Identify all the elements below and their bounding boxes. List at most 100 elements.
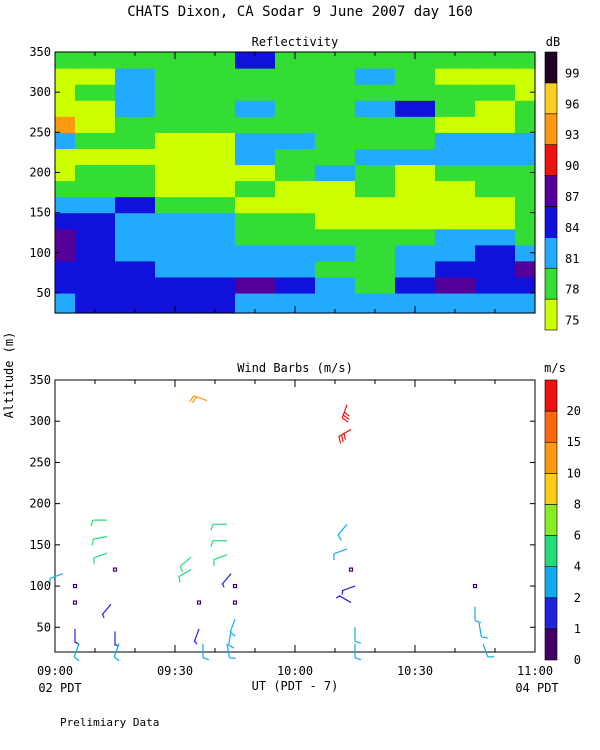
heatmap-cell bbox=[355, 116, 396, 133]
heatmap-cell bbox=[55, 196, 76, 214]
heatmap-cell bbox=[235, 260, 276, 278]
heatmap-cell bbox=[275, 244, 316, 262]
heatmap-cell bbox=[395, 132, 436, 149]
wind-barb bbox=[232, 583, 238, 589]
heatmap-cell bbox=[435, 276, 476, 294]
heatmap-cell bbox=[155, 116, 196, 133]
barb-staff bbox=[229, 618, 236, 633]
wind-barbs-frame bbox=[54, 379, 536, 653]
heatmap-cell bbox=[395, 84, 436, 101]
heatmap-cell bbox=[515, 244, 536, 262]
right-time-sublabel: 04 PDT bbox=[515, 681, 558, 695]
wind-barb bbox=[72, 583, 78, 589]
colorbar-label: 20 bbox=[567, 404, 581, 418]
barb-feather bbox=[73, 656, 80, 662]
colorbar-swatch bbox=[544, 113, 558, 145]
barb-staff bbox=[226, 643, 231, 658]
heatmap-cell bbox=[275, 196, 316, 214]
heatmap-cell bbox=[75, 84, 116, 101]
x-tick-label: 09:00 bbox=[37, 664, 73, 678]
y-tick-label: 350 bbox=[29, 373, 51, 387]
heatmap-cell bbox=[435, 84, 476, 101]
heatmap-cell bbox=[275, 100, 316, 117]
colorbar-label: 93 bbox=[565, 128, 579, 142]
heatmap-cell bbox=[55, 276, 76, 294]
heatmap-cell bbox=[315, 84, 356, 101]
heatmap-cell bbox=[55, 52, 76, 69]
heatmap-cell bbox=[115, 84, 156, 101]
wind-y-axis: 50 100 150 200 250 300 350 bbox=[29, 373, 535, 634]
barb-feather bbox=[341, 417, 349, 423]
barb-feather bbox=[113, 656, 120, 662]
heatmap-cell bbox=[195, 132, 236, 149]
heatmap-cell bbox=[355, 276, 396, 294]
y-tick-label: 200 bbox=[29, 497, 51, 511]
heatmap-cell bbox=[235, 164, 276, 182]
heatmap-cell bbox=[355, 84, 396, 101]
altitude-axis-label: Altitude (m) bbox=[2, 332, 16, 419]
barb-feather bbox=[74, 641, 79, 645]
wind-barb bbox=[341, 585, 356, 595]
heatmap-cell bbox=[275, 180, 316, 198]
heatmap-cell bbox=[75, 132, 116, 149]
heatmap-cell bbox=[235, 132, 276, 149]
heatmap-cell bbox=[515, 148, 536, 166]
reflectivity-x-axis bbox=[54, 52, 536, 313]
heatmap-cell bbox=[155, 212, 196, 230]
barb-feather bbox=[189, 395, 195, 403]
wind-barb bbox=[338, 428, 352, 444]
y-tick-label: 300 bbox=[29, 85, 51, 99]
heatmap-cell bbox=[235, 276, 276, 294]
wind-barb bbox=[210, 540, 227, 547]
heatmap-cell bbox=[195, 260, 236, 278]
heatmap-cell bbox=[275, 260, 316, 278]
wind-barb bbox=[472, 583, 478, 589]
heatmap-cell bbox=[435, 52, 476, 69]
heatmap-cell bbox=[155, 164, 196, 182]
barb-staff bbox=[338, 595, 352, 604]
heatmap-cell bbox=[395, 276, 436, 294]
colorbar-label: 2 bbox=[574, 591, 581, 605]
heatmap-cell bbox=[55, 260, 76, 278]
colorbar-label: 78 bbox=[565, 283, 579, 297]
wind-barb bbox=[232, 600, 238, 605]
heatmap-cell bbox=[475, 52, 516, 69]
heatmap-cell bbox=[55, 292, 76, 314]
heatmap-cell bbox=[275, 228, 316, 246]
wind-barb bbox=[474, 606, 482, 624]
heatmap-cell bbox=[435, 164, 476, 182]
heatmap-cell bbox=[515, 260, 536, 278]
barb-staff bbox=[482, 643, 489, 658]
heatmap-cell bbox=[515, 116, 536, 133]
wind-barb bbox=[193, 628, 200, 645]
heatmap-cell bbox=[115, 132, 156, 149]
wind-barb bbox=[227, 631, 235, 649]
colorbar-swatch bbox=[544, 267, 558, 300]
y-tick-label: 350 bbox=[29, 45, 51, 59]
heatmap-cell bbox=[115, 68, 156, 85]
heatmap-cell bbox=[55, 212, 76, 230]
reflectivity-title: Reflectivity bbox=[252, 35, 339, 49]
heatmap-cell bbox=[195, 244, 236, 262]
barb-feather bbox=[229, 656, 236, 660]
calm-marker bbox=[72, 600, 78, 605]
heatmap-cell bbox=[435, 68, 476, 85]
colorbar-swatch bbox=[544, 144, 558, 176]
y-tick-label: 150 bbox=[29, 206, 51, 220]
heatmap-cell bbox=[395, 148, 436, 166]
calm-marker bbox=[348, 567, 354, 572]
reflectivity-heatmap bbox=[55, 52, 536, 314]
heatmap-cell bbox=[355, 148, 396, 166]
heatmap-cell bbox=[155, 84, 196, 101]
heatmap-cell bbox=[195, 212, 236, 230]
heatmap-cell bbox=[435, 196, 476, 214]
heatmap-cell bbox=[55, 100, 76, 117]
x-tick-label: 10:00 bbox=[277, 664, 313, 678]
barb-feather bbox=[343, 433, 346, 440]
reflectivity-colorbar: 75 78 81 84 87 90 93 96 99 bbox=[544, 51, 579, 331]
heatmap-cell bbox=[55, 132, 76, 149]
wind-barb bbox=[49, 573, 64, 585]
heatmap-cell bbox=[115, 196, 156, 214]
wind-colorbar-unit: m/s bbox=[544, 361, 566, 375]
